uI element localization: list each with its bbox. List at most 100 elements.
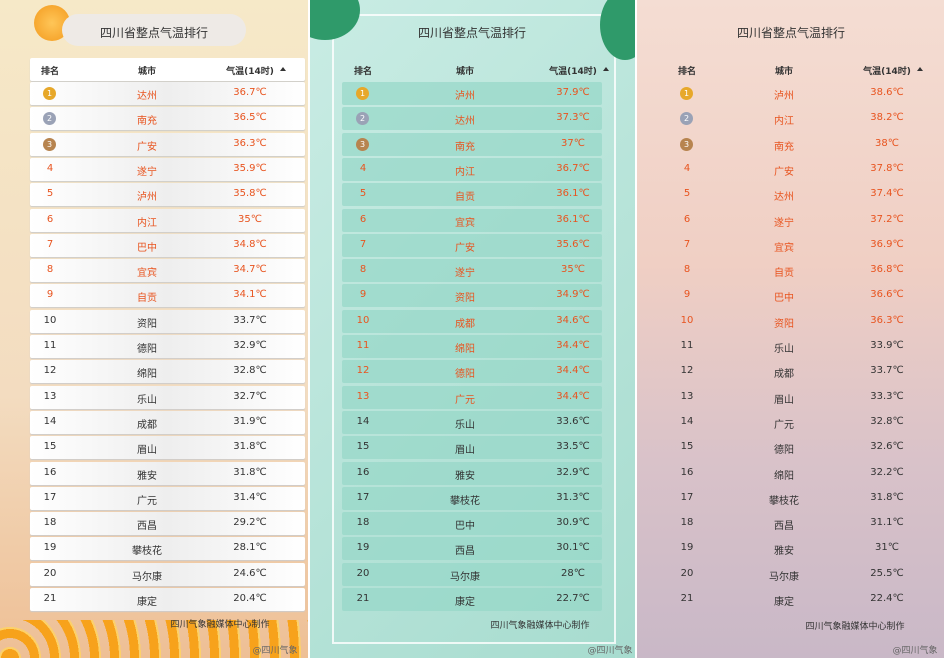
sort-arrow bbox=[917, 67, 923, 71]
temperature: 38℃ bbox=[875, 137, 899, 149]
rank: 4 bbox=[359, 162, 367, 174]
city: 成都 bbox=[774, 369, 794, 381]
frame bbox=[332, 14, 616, 644]
table-row bbox=[342, 157, 602, 181]
panel-pink: 四川省整点气温排行 排名 城市 气温(14时) 1 泸州 38.6℃ 2 内江 38.2℃ 3 南充 3… bbox=[637, 0, 944, 658]
footer: 四川气象融媒体中心制作 bbox=[805, 622, 905, 632]
title: 四川省整点气温排行 bbox=[736, 26, 846, 40]
city: 南充 bbox=[137, 116, 157, 128]
temperature: 35℃ bbox=[238, 213, 262, 225]
temperature: 34.4℃ bbox=[556, 340, 590, 351]
panel-teal: 四川省整点气温排行 排名 城市 气温(14时) 1 泸州 37.9℃ 2 达州 37.3℃ 3 南充 3… bbox=[310, 0, 635, 658]
city: 攀枝花 bbox=[132, 546, 162, 558]
footer: 四川气象融媒体中心制作 bbox=[170, 620, 270, 630]
city: 眉山 bbox=[137, 445, 157, 457]
city: 遂宁 bbox=[455, 268, 475, 280]
temperature: 37.9℃ bbox=[556, 87, 590, 98]
temperature: 30.9℃ bbox=[556, 517, 590, 529]
city: 内江 bbox=[774, 116, 794, 128]
column-header: 气温(14时) bbox=[226, 67, 274, 77]
city: 泸州 bbox=[774, 91, 794, 102]
rank: 18 bbox=[356, 517, 370, 529]
temperature: 37.3℃ bbox=[556, 112, 590, 124]
temperature: 34.1℃ bbox=[233, 289, 267, 301]
temperature: 31.8℃ bbox=[233, 466, 267, 478]
city: 成都 bbox=[137, 419, 157, 431]
temperature: 38.6℃ bbox=[870, 87, 904, 98]
rank: 19 bbox=[356, 542, 370, 554]
temperature: 28.1℃ bbox=[233, 542, 267, 554]
sort-arrow bbox=[603, 67, 609, 71]
city: 广元 bbox=[774, 419, 794, 431]
city: 成都 bbox=[455, 318, 475, 330]
city: 康定 bbox=[774, 597, 794, 608]
table-row bbox=[30, 107, 305, 131]
temperature: 28℃ bbox=[561, 567, 585, 579]
rank: 9 bbox=[359, 289, 367, 301]
table-row bbox=[30, 486, 305, 510]
table-row bbox=[342, 410, 602, 434]
temperature: 34.4℃ bbox=[556, 365, 590, 377]
temperature: 32.8℃ bbox=[870, 415, 904, 427]
rank: 11 bbox=[43, 340, 57, 351]
city: 绵阳 bbox=[137, 369, 157, 381]
temperature: 33.5℃ bbox=[556, 441, 590, 453]
rank: 4 bbox=[46, 162, 54, 174]
temperature: 32.8℃ bbox=[233, 365, 267, 377]
temperature: 31.4℃ bbox=[233, 491, 267, 503]
temperature: 32.7℃ bbox=[233, 390, 267, 402]
rank: 17 bbox=[356, 491, 370, 503]
rank: 14 bbox=[356, 415, 370, 427]
city: 巴中 bbox=[774, 293, 794, 305]
city: 德阳 bbox=[137, 344, 157, 355]
city: 雅安 bbox=[455, 470, 475, 482]
city: 乐山 bbox=[137, 394, 157, 406]
temperature: 36.5℃ bbox=[233, 112, 267, 124]
city: 德阳 bbox=[455, 369, 475, 381]
rank: 6 bbox=[46, 213, 54, 225]
city: 宜宾 bbox=[774, 242, 794, 254]
city: 自贡 bbox=[455, 192, 475, 204]
table-row bbox=[342, 486, 602, 510]
rank: 6 bbox=[359, 213, 367, 225]
table-row bbox=[30, 183, 305, 207]
table-row bbox=[342, 284, 602, 308]
city: 广安 bbox=[137, 141, 157, 153]
column-header: 排名 bbox=[353, 67, 373, 77]
footer: 四川气象融媒体中心制作 bbox=[490, 621, 590, 631]
rank: 10 bbox=[43, 314, 57, 326]
temperature: 34.8℃ bbox=[233, 238, 267, 250]
temperature: 31.3℃ bbox=[556, 491, 590, 503]
rank: 19 bbox=[43, 542, 57, 554]
table-row bbox=[342, 562, 602, 586]
temperature: 32.9℃ bbox=[556, 466, 590, 478]
temperature: 36.6℃ bbox=[870, 289, 904, 301]
rank: 10 bbox=[680, 314, 694, 326]
city: 马尔康 bbox=[769, 571, 799, 583]
city: 自贡 bbox=[774, 268, 794, 280]
rank: 8 bbox=[359, 264, 367, 276]
temperature: 36.1℃ bbox=[556, 213, 590, 225]
watermark: @四川气象 bbox=[587, 646, 633, 656]
rank: 5 bbox=[359, 188, 367, 200]
rank: 9 bbox=[683, 289, 691, 301]
medal: 2 bbox=[680, 112, 693, 126]
table-row bbox=[342, 233, 602, 257]
temperature: 36.7℃ bbox=[233, 87, 267, 98]
table-row bbox=[342, 436, 602, 460]
rank: 19 bbox=[680, 542, 694, 554]
column-header: 气温(14时) bbox=[549, 67, 597, 77]
table-row bbox=[30, 259, 305, 283]
table-row bbox=[30, 335, 305, 358]
temperature: 31.1℃ bbox=[870, 517, 904, 529]
rank: 21 bbox=[356, 593, 370, 604]
rank: 16 bbox=[680, 466, 694, 478]
city: 自贡 bbox=[137, 293, 157, 305]
rank: 20 bbox=[680, 567, 694, 579]
temperature: 31℃ bbox=[875, 542, 899, 554]
city: 雅安 bbox=[774, 546, 794, 558]
temperature: 37.4℃ bbox=[870, 188, 904, 200]
temperature: 34.9℃ bbox=[556, 289, 590, 301]
temperature: 37.2℃ bbox=[870, 213, 904, 225]
table-row bbox=[342, 385, 602, 409]
